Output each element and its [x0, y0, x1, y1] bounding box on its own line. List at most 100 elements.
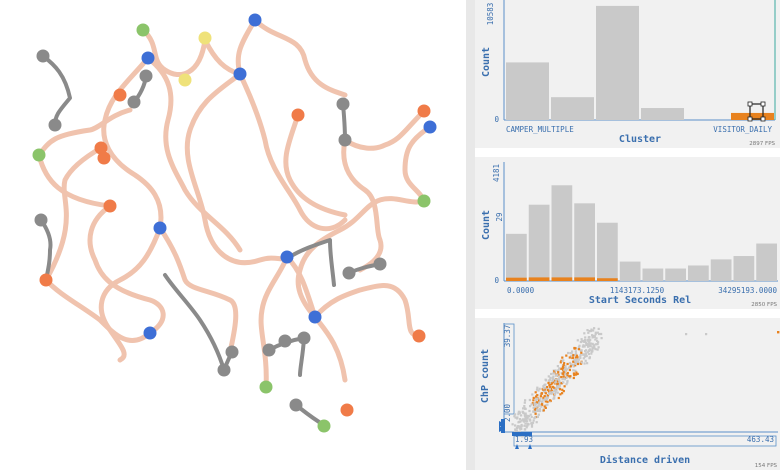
- checkpoint-gray[interactable]: [289, 398, 303, 412]
- checkpoint-orange[interactable]: [39, 273, 53, 287]
- checkpoint-orange[interactable]: [417, 104, 431, 118]
- checkpoint-gray[interactable]: [338, 133, 352, 147]
- checkpoint-green[interactable]: [259, 380, 273, 394]
- cluster-histogram[interactable]: Count 10583 0 CAMPER_MULTIPLE VISITOR_DA…: [475, 0, 780, 148]
- histogram-bar[interactable]: [597, 278, 618, 281]
- checkpoint-gray[interactable]: [342, 266, 356, 280]
- histogram-bar[interactable]: [528, 277, 550, 281]
- start-seconds-histogram-panel[interactable]: Count 4181 29 0 0.0000 1143173.1250 3429…: [475, 157, 780, 309]
- x-range-arrow[interactable]: [515, 444, 519, 449]
- cluster-histogram-panel[interactable]: Count 10583 0 CAMPER_MULTIPLE VISITOR_DA…: [475, 0, 780, 148]
- checkpoint-orange[interactable]: [291, 108, 305, 122]
- histogram-bar[interactable]: [619, 261, 641, 281]
- checkpoint-gray[interactable]: [48, 118, 62, 132]
- histogram-bar[interactable]: [710, 259, 732, 281]
- y-range-arrow[interactable]: [499, 426, 505, 432]
- checkpoint-green[interactable]: [417, 194, 431, 208]
- checkpoint-gray[interactable]: [217, 363, 231, 377]
- checkpoint-orange[interactable]: [103, 199, 117, 213]
- histogram-bar[interactable]: [596, 5, 639, 121]
- checkpoint-gray[interactable]: [127, 95, 141, 109]
- histogram-bar[interactable]: [574, 277, 595, 281]
- checkpoint-gray[interactable]: [297, 331, 311, 345]
- trail-map[interactable]: [0, 0, 466, 470]
- histogram-bar[interactable]: [528, 204, 550, 281]
- checkpoint-gray[interactable]: [278, 334, 292, 348]
- histogram-bar[interactable]: [665, 268, 686, 281]
- checkpoint-green[interactable]: [317, 419, 331, 433]
- brush-handle[interactable]: [760, 101, 766, 107]
- checkpoint-gray[interactable]: [373, 257, 387, 271]
- scatter-point-selected: [560, 375, 563, 379]
- panel-divider[interactable]: [466, 0, 475, 470]
- checkpoint-green[interactable]: [32, 148, 46, 162]
- brush-handle[interactable]: [747, 101, 753, 107]
- scatter-point: [553, 397, 556, 400]
- scatter-panel[interactable]: ChP count 39.37 2.00 1.93 463.43 Distanc…: [475, 318, 780, 470]
- histogram-bar[interactable]: [688, 265, 709, 281]
- checkpoint-blue[interactable]: [280, 250, 294, 264]
- histogram-bar[interactable]: [597, 222, 618, 281]
- checkpoint-blue[interactable]: [233, 67, 247, 81]
- histogram-bar[interactable]: [733, 256, 755, 281]
- scatter-point: [561, 378, 564, 381]
- trail-path: [184, 71, 290, 266]
- checkpoint-yellow[interactable]: [178, 73, 192, 87]
- scatter-point: [523, 428, 526, 431]
- x-range-arrow[interactable]: [528, 444, 532, 449]
- histogram-bar[interactable]: [642, 268, 664, 281]
- checkpoint-orange[interactable]: [113, 88, 127, 102]
- y-range-slider[interactable]: [503, 323, 515, 415]
- scatter-point: [552, 375, 555, 378]
- checkpoint-orange[interactable]: [94, 141, 108, 155]
- scatter-point: [588, 330, 591, 333]
- checkpoint-gray[interactable]: [336, 97, 350, 111]
- checkpoint-orange[interactable]: [97, 151, 111, 165]
- brush-selection[interactable]: [749, 103, 764, 120]
- histogram-bar[interactable]: [506, 62, 549, 120]
- checkpoint-blue[interactable]: [308, 310, 322, 324]
- histogram-bar[interactable]: [551, 97, 594, 120]
- checkpoint-blue[interactable]: [143, 326, 157, 340]
- checkpoint-blue[interactable]: [141, 51, 155, 65]
- checkpoint-blue[interactable]: [153, 221, 167, 235]
- histogram-bar[interactable]: [756, 243, 777, 281]
- histogram-bar[interactable]: [506, 233, 527, 281]
- x-range-handle[interactable]: [512, 432, 532, 436]
- distance-chp-scatter[interactable]: ChP count 39.37 2.00 1.93 463.43 Distanc…: [475, 318, 780, 470]
- scatter-point: [588, 341, 591, 344]
- y-tick-label: 2.00: [503, 403, 512, 422]
- visited-segment: [286, 238, 336, 287]
- checkpoint-orange[interactable]: [412, 329, 426, 343]
- checkpoint-yellow[interactable]: [198, 31, 212, 45]
- start-seconds-histogram[interactable]: Count 4181 29 0 0.0000 1143173.1250 3429…: [475, 157, 780, 309]
- scatter-point-selected: [534, 391, 537, 394]
- y-range-handle[interactable]: [501, 419, 505, 433]
- scatter-point: [528, 409, 531, 413]
- checkpoint-blue[interactable]: [423, 120, 437, 134]
- checkpoint-orange[interactable]: [340, 403, 354, 417]
- y-range-arrow[interactable]: [499, 421, 505, 427]
- histogram-bar[interactable]: [551, 277, 573, 281]
- histogram-bar[interactable]: [574, 203, 595, 281]
- checkpoint-gray[interactable]: [139, 69, 153, 83]
- histogram-bar[interactable]: [506, 277, 527, 281]
- checkpoint-gray[interactable]: [225, 345, 239, 359]
- map-panel[interactable]: [0, 0, 466, 470]
- scatter-point-selected: [561, 388, 564, 391]
- checkpoint-blue[interactable]: [248, 13, 262, 27]
- scatter-point: [574, 352, 578, 355]
- histogram-bar[interactable]: [731, 112, 774, 120]
- checkpoint-gray[interactable]: [262, 343, 276, 357]
- brush-handle[interactable]: [747, 116, 753, 122]
- scatter-point: [587, 352, 590, 356]
- checkpoint-gray[interactable]: [36, 49, 50, 63]
- scatter-point-selected: [546, 386, 549, 389]
- x-range-slider[interactable]: [513, 435, 777, 447]
- brush-handle[interactable]: [760, 116, 766, 122]
- checkpoint-gray[interactable]: [34, 213, 48, 227]
- checkpoint-green[interactable]: [136, 23, 150, 37]
- histogram-bar[interactable]: [641, 108, 684, 120]
- scatter-point: [530, 403, 533, 406]
- histogram-bar[interactable]: [551, 185, 573, 281]
